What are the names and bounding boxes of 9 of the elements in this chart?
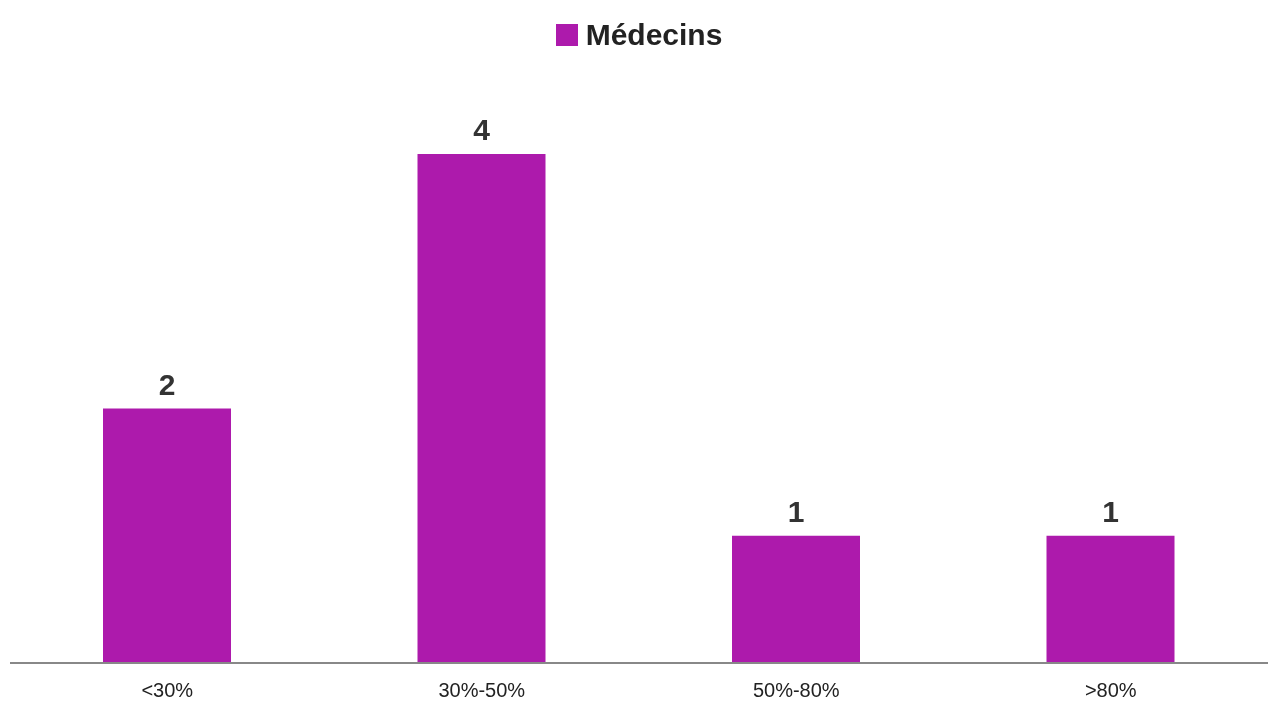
x-tick-label: 50%-80%	[752, 679, 840, 702]
legend-label: Médecins	[585, 18, 723, 52]
data-label: 1	[1102, 494, 1119, 528]
data-label: 1	[787, 494, 805, 528]
x-tick-label: <30%	[141, 679, 194, 702]
data-label: 4	[473, 113, 491, 147]
data-label: 2	[158, 367, 176, 401]
x-tick-label: >80%	[1084, 679, 1137, 702]
x-tick-label: 30%-50%	[438, 679, 526, 702]
